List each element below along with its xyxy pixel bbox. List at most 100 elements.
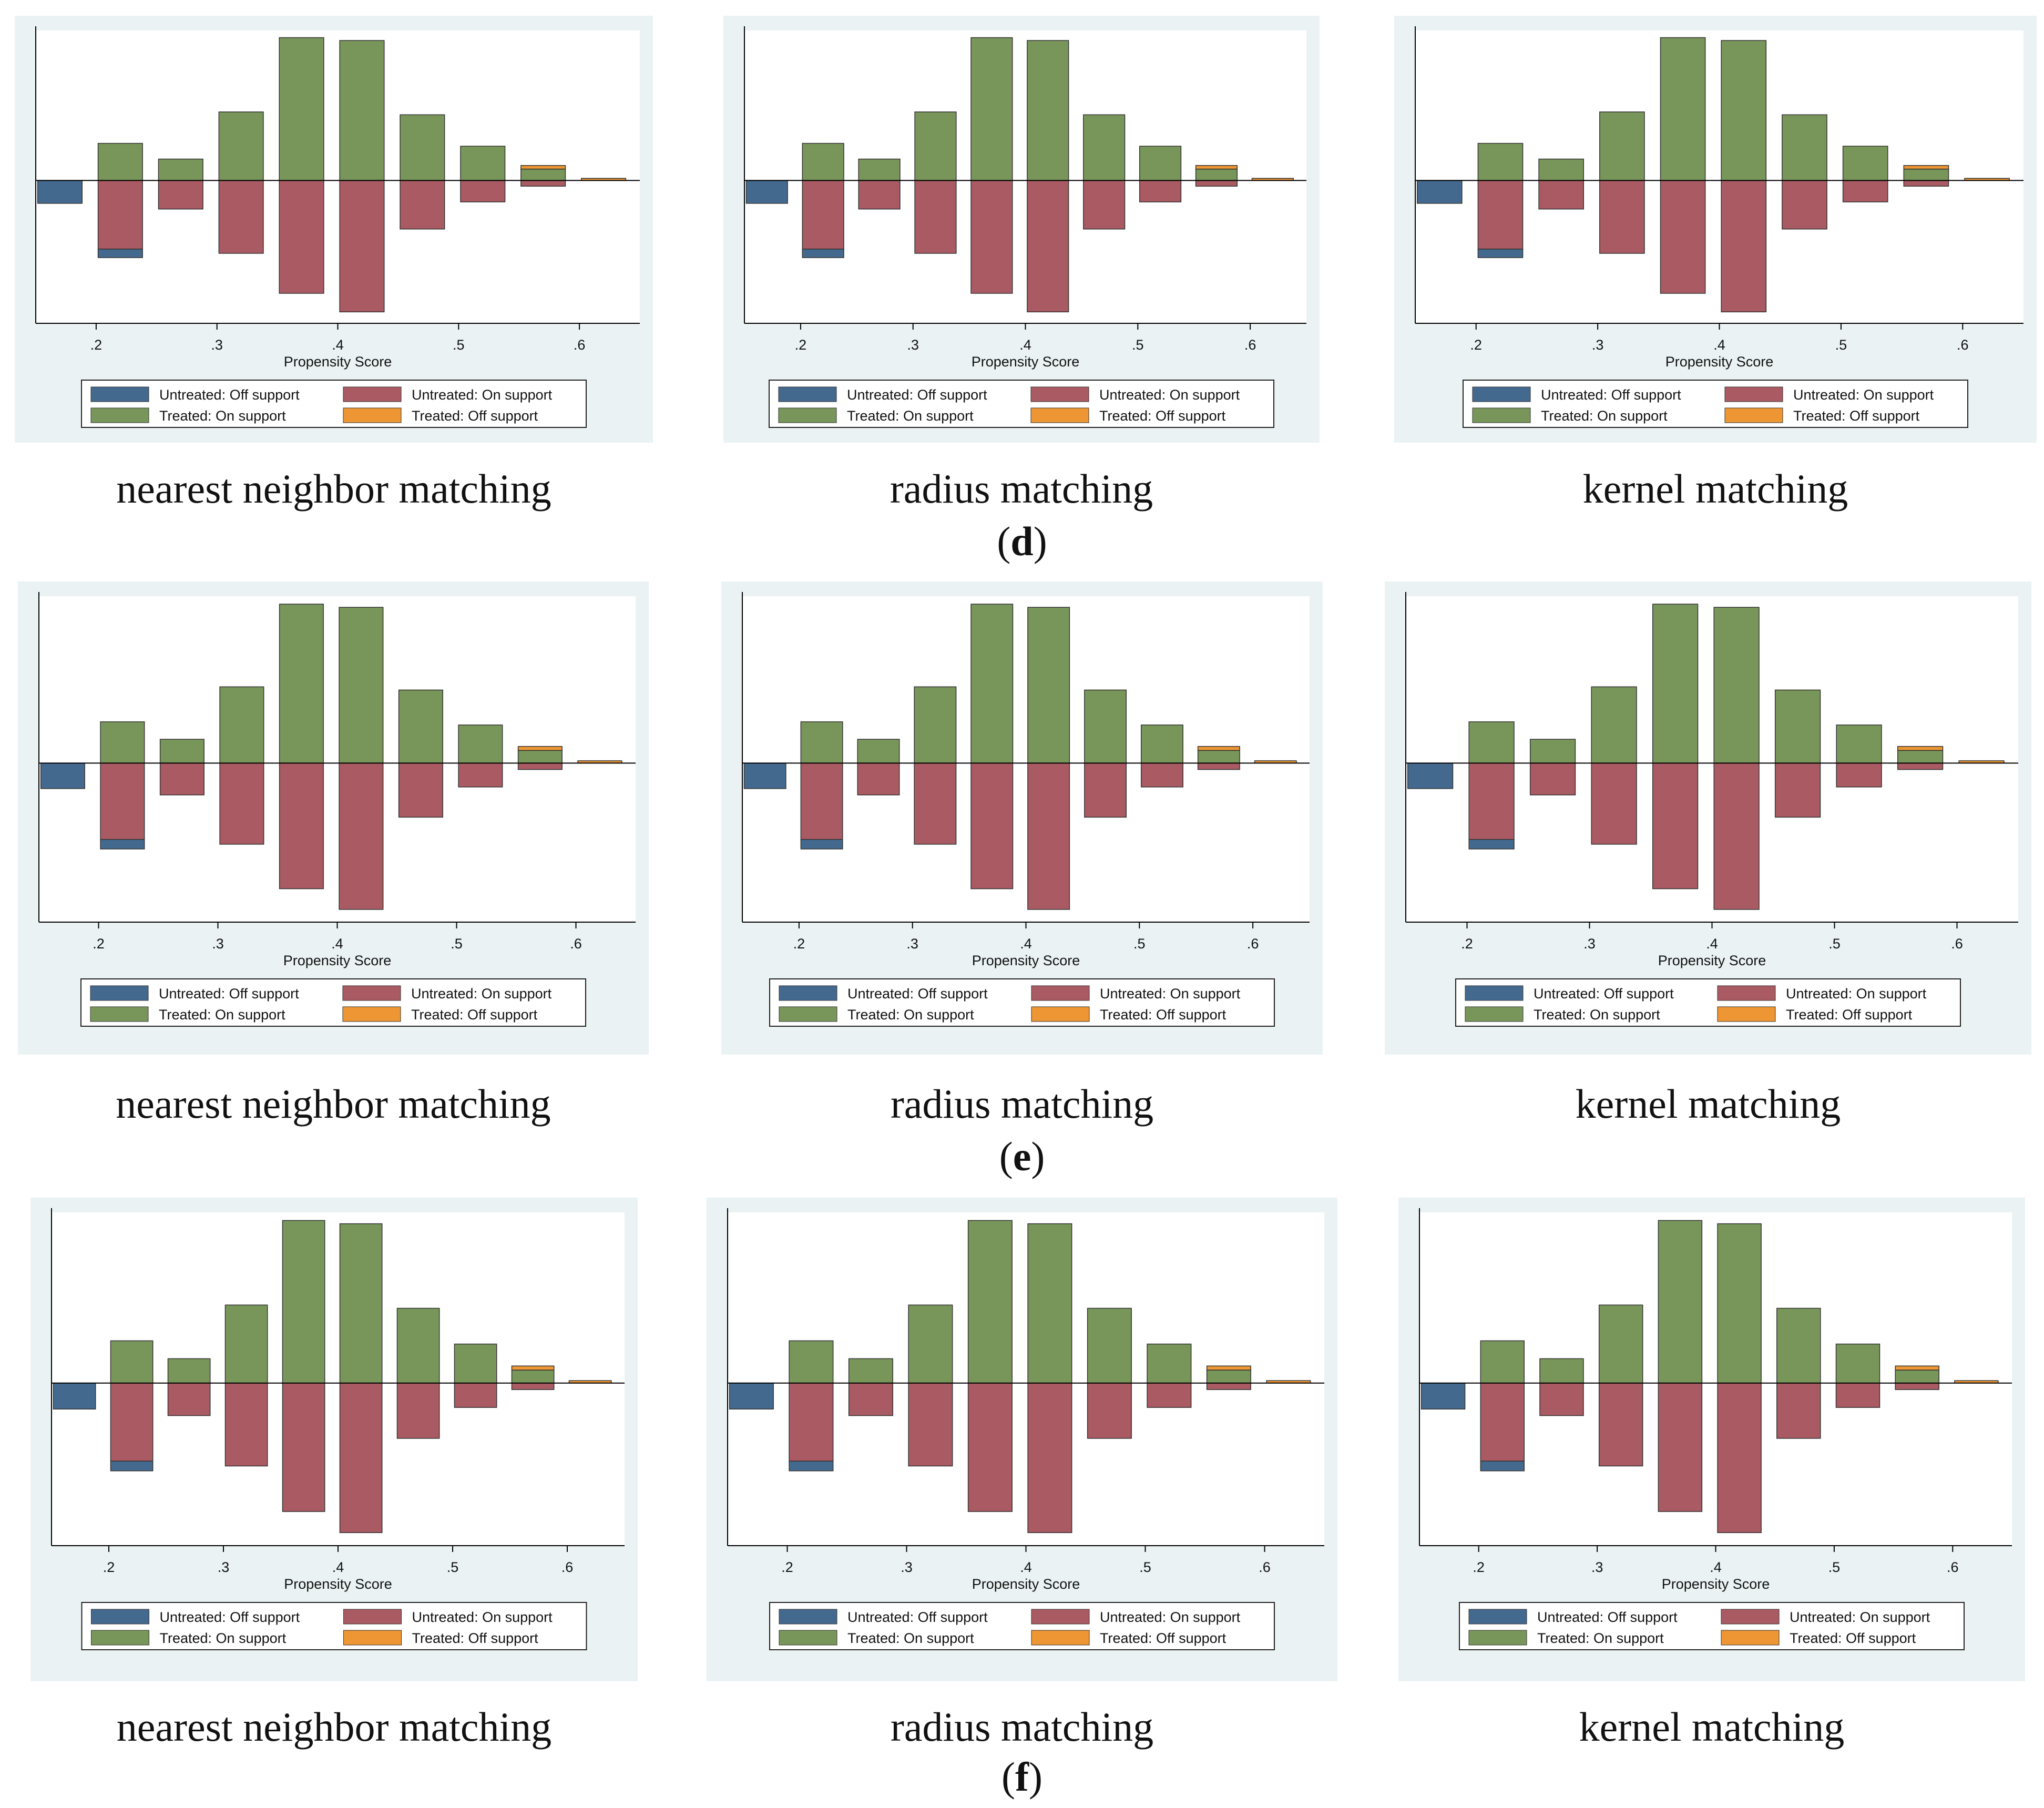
bar-treated-on-support (1027, 607, 1070, 764)
bar-treated-on-support (279, 604, 324, 764)
legend-swatch (1465, 985, 1524, 1001)
legend-label: Untreated: On support (412, 1609, 553, 1625)
bar-treated-on-support (802, 142, 844, 181)
chart-panel: .2 .3 .4 .5 .6 Propensity Score Untreated: Off… (15, 16, 653, 443)
legend-swatch (90, 407, 149, 423)
bar-untreated-off-support (1407, 762, 1454, 789)
legend-swatch (342, 1006, 401, 1022)
bar-treated-on-support (857, 739, 900, 764)
bar-treated-on-support (458, 724, 503, 764)
legend: Untreated: Off support Untreated: On supp… (1455, 978, 1961, 1027)
bar-untreated-on-support (1197, 762, 1240, 770)
legend-label: Treated: Off support (1786, 1007, 1913, 1023)
legend-swatch (343, 1630, 402, 1646)
bar-treated-on-support (1027, 40, 1069, 181)
bar-treated-on-support (1782, 114, 1827, 181)
x-tick-label: .5 (1828, 1559, 1841, 1575)
bar-treated-on-support (970, 37, 1013, 181)
bar-untreated-on-support (282, 1382, 325, 1512)
legend-swatch (343, 1609, 402, 1625)
legend-swatch (1031, 1609, 1090, 1625)
bar-untreated-on-support (159, 762, 205, 795)
row-label-letter: d (1010, 518, 1034, 564)
x-tick-label: .6 (1259, 1559, 1271, 1575)
legend-swatch (778, 407, 837, 423)
legend-label: Untreated: On support (1790, 1609, 1930, 1625)
bar-untreated-on-support (1141, 762, 1183, 788)
legend-label: Treated: On support (160, 1630, 287, 1646)
histogram-chart: .2 .3 .4 .5 .6 Propensity Score Untreated: Off… (727, 1208, 1324, 1650)
legend-swatch (1465, 1006, 1524, 1022)
bar-treated-on-support (167, 1358, 211, 1384)
x-tick-label: .5 (451, 936, 463, 952)
bar-untreated-on-support (110, 1382, 154, 1462)
method-caption: kernel matching (1575, 1081, 1841, 1127)
legend-swatch (1468, 1609, 1527, 1625)
legend-label: Untreated: Off support (159, 387, 300, 403)
legend: Untreated: Off support Untreated: On supp… (1463, 380, 1968, 428)
x-axis-title: Propensity Score (284, 354, 392, 370)
bar-untreated-off-support (40, 762, 85, 789)
x-tick-label: .2 (781, 1559, 793, 1575)
bar-treated-on-support (1538, 158, 1585, 181)
legend-label: Untreated: On support (1099, 387, 1240, 403)
bar-untreated-on-support (1539, 1382, 1584, 1416)
legend-label: Treated: Off support (1100, 1630, 1227, 1646)
bar-untreated-off-support (802, 248, 844, 258)
bar-treated-on-support (908, 1304, 953, 1384)
x-tick-label: .2 (93, 936, 105, 952)
x-axis-title: Propensity Score (1665, 354, 1774, 370)
bar-untreated-on-support (1776, 1382, 1821, 1439)
x-tick-label: .6 (1947, 1559, 1959, 1575)
bar-treated-on-support (100, 721, 145, 764)
x-tick-label: .6 (574, 337, 586, 353)
method-caption: kernel matching (1582, 466, 1848, 512)
legend: Untreated: Off support Untreated: On supp… (81, 380, 587, 428)
x-axis-title: Propensity Score (284, 1576, 392, 1592)
legend: Untreated: Off support Untreated: On supp… (1459, 1602, 1965, 1650)
bar-treated-off-support (1895, 1365, 1939, 1371)
method-caption: radius matching (890, 1704, 1154, 1750)
x-tick-label: .2 (1470, 337, 1482, 353)
bar-treated-on-support (110, 1340, 154, 1384)
bar-treated-on-support (398, 689, 443, 764)
bar-treated-on-support (1139, 146, 1182, 181)
bar-treated-on-support (1897, 750, 1944, 764)
legend-label: Untreated: Off support (160, 1609, 300, 1625)
x-tick-label: .3 (907, 337, 919, 353)
bar-treated-on-support (1083, 114, 1126, 181)
bar-untreated-on-support (167, 1382, 211, 1416)
bar-untreated-on-support (914, 762, 957, 845)
legend-label: Untreated: Off support (847, 387, 987, 403)
bar-untreated-on-support (400, 180, 445, 230)
bar-untreated-on-support (970, 762, 1014, 890)
legend-label: Treated: Off support (412, 408, 538, 424)
x-tick-label: .5 (1828, 936, 1841, 952)
bar-untreated-on-support (1652, 762, 1699, 890)
bar-treated-on-support (1598, 1304, 1643, 1384)
legend-label: Treated: On support (847, 1630, 974, 1646)
x-tick-label: .6 (1244, 337, 1256, 353)
bar-untreated-on-support (396, 1382, 440, 1439)
bar-treated-on-support (1599, 111, 1645, 181)
bar-untreated-off-support (1468, 839, 1515, 850)
x-tick-label: .5 (1139, 1559, 1151, 1575)
legend-swatch (343, 407, 402, 423)
bar-treated-on-support (1027, 1223, 1072, 1384)
bar-untreated-on-support (914, 180, 957, 254)
bar-untreated-off-support (97, 248, 143, 258)
bar-untreated-on-support (789, 1382, 834, 1462)
bar-untreated-on-support (1842, 180, 1888, 202)
bar-untreated-on-support (1897, 762, 1944, 770)
x-tick-label: .4 (1706, 936, 1718, 952)
chart-panel: .2 .3 .4 .5 .6 Propensity Score Untreated: Off… (707, 1198, 1337, 1681)
legend-label: Treated: On support (1541, 408, 1668, 424)
bar-untreated-on-support (848, 1382, 893, 1416)
bar-untreated-on-support (1658, 1382, 1703, 1512)
legend-swatch (1724, 407, 1783, 423)
legend-swatch (778, 386, 837, 402)
x-tick-label: .3 (1591, 1559, 1603, 1575)
bar-treated-on-support (1713, 607, 1760, 764)
bar-treated-on-support (159, 739, 205, 764)
bar-treated-on-support (1084, 689, 1127, 764)
